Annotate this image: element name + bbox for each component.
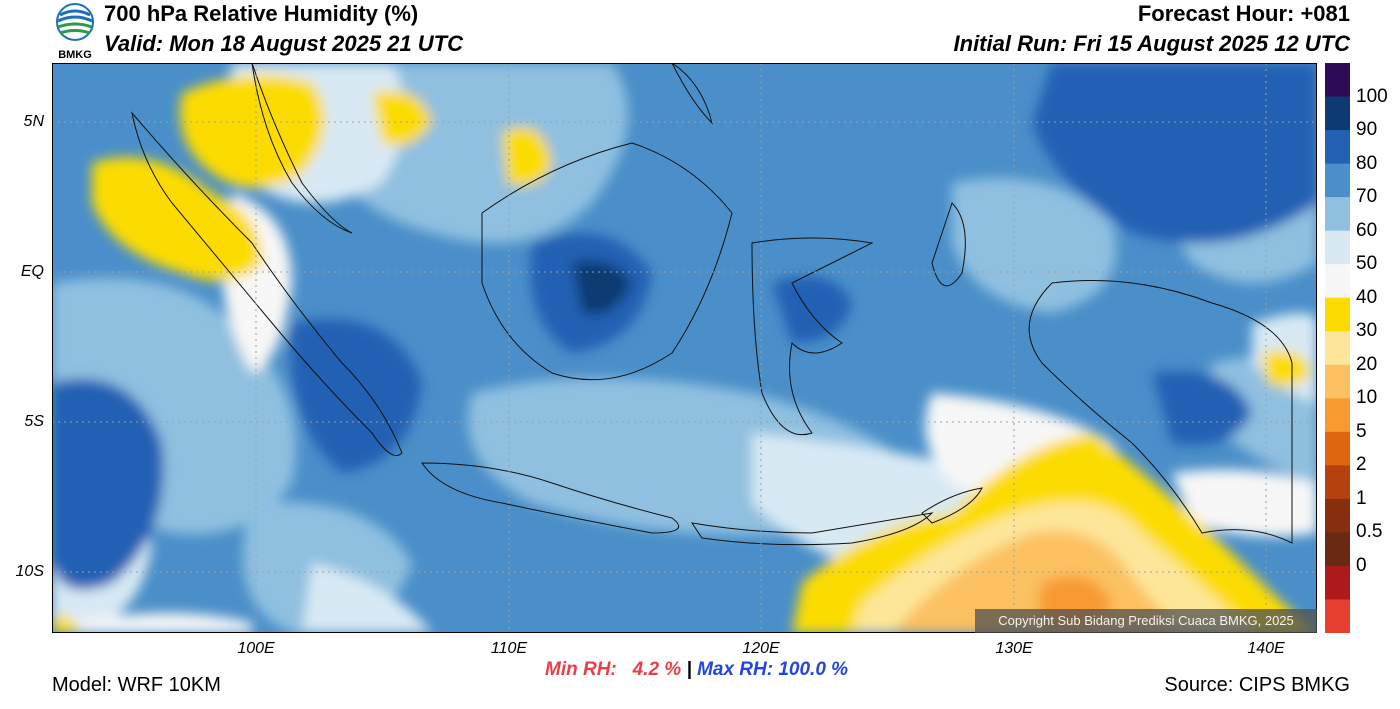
colorbar-segment — [1325, 398, 1350, 433]
colorbar-tick-label: 60 — [1356, 219, 1378, 241]
lat-label-5s: 5S — [24, 413, 44, 430]
valid-time: Valid: Mon 18 August 2025 21 UTC — [104, 31, 464, 56]
lon-label-130e: 130E — [995, 640, 1033, 657]
colorbar-tick-label: 70 — [1356, 186, 1378, 208]
lat-label-5n: 5N — [23, 113, 44, 130]
colorbar-segment — [1325, 599, 1350, 633]
field-yellow — [372, 91, 432, 146]
coastline-sulawesi — [751, 237, 874, 435]
colorbar-tick-label: 1 — [1356, 487, 1367, 509]
colorbar-tick-label: 40 — [1356, 286, 1378, 308]
colorbar-tick-label: 10 — [1356, 387, 1378, 409]
field-yellow — [502, 127, 552, 186]
min-rh: Min RH: 4.2 % — [545, 659, 682, 680]
copyright-notice: Copyright Sub Bidang Prediksi Cuaca BMKG… — [975, 609, 1317, 633]
field-dark-blue — [52, 379, 164, 590]
lat-label-eq: EQ — [20, 263, 44, 280]
colorbar-tick-label: 90 — [1356, 119, 1378, 141]
field-yellow — [92, 157, 262, 281]
colorbar-tick-label: 80 — [1356, 152, 1378, 174]
coastline-borneo — [481, 142, 733, 381]
colorbar — [1325, 63, 1350, 633]
colorbar-tick-label: 2 — [1356, 454, 1367, 476]
field-dark-blue — [1032, 63, 1317, 243]
field-white — [72, 613, 252, 633]
colorbar-tick-label: 50 — [1356, 253, 1378, 275]
colorbar-segment — [1325, 96, 1350, 131]
colorbar-segment — [1325, 331, 1350, 366]
coastline-papua — [1028, 280, 1293, 544]
logo-text: BMKG — [58, 49, 92, 60]
coastline-malay-peninsula — [251, 63, 353, 234]
colorbar-segment — [1325, 297, 1350, 332]
colorbar-tick-label: 20 — [1356, 353, 1378, 375]
colorbar-segment — [1325, 230, 1350, 265]
field-white — [1172, 469, 1317, 537]
coastline-java — [421, 462, 680, 534]
coastline-philippines — [671, 63, 713, 125]
field-yellow — [1262, 350, 1312, 387]
field-dark-blue — [1152, 371, 1252, 445]
colorbar-tick-label: 100 — [1356, 85, 1388, 107]
humidity-map — [52, 63, 1317, 633]
colorbar-tick-label: 0 — [1356, 554, 1367, 576]
coastlines — [131, 63, 1293, 546]
lat-label-10s: 10S — [15, 563, 44, 580]
lon-label-110e: 110E — [490, 640, 528, 657]
field-light-blue — [952, 178, 1116, 313]
coastline-timor — [921, 487, 983, 524]
colorbar-segment — [1325, 565, 1350, 600]
initial-run: Initial Run: Fri 15 August 2025 12 UTC — [953, 31, 1350, 56]
map-frame — [52, 63, 1317, 633]
field-dark-blue — [290, 319, 422, 473]
coastline-nusa-tenggara — [690, 512, 934, 546]
colorbar-tick-label: 0.5 — [1356, 521, 1383, 543]
model-label: Model: WRF 10KM — [52, 674, 221, 696]
colorbar-segment — [1325, 498, 1350, 533]
colorbar-segment — [1325, 465, 1350, 500]
forecast-hour: Forecast Hour: +081 — [1137, 1, 1350, 26]
stats-separator: | — [681, 659, 698, 680]
field-yellow — [180, 75, 325, 188]
colorbar-segment — [1325, 163, 1350, 198]
colorbar-segment — [1325, 431, 1350, 466]
colorbar-segment — [1325, 264, 1350, 299]
lon-label-120e: 120E — [742, 640, 780, 657]
field-yellow — [52, 615, 82, 633]
lon-label-100e: 100E — [237, 640, 275, 657]
colorbar-tick-label: 30 — [1356, 320, 1378, 342]
colorbar-segment — [1325, 197, 1350, 232]
colorbar-segment — [1325, 364, 1350, 399]
field-dark-blue — [772, 276, 852, 343]
lon-label-140e: 140E — [1247, 640, 1285, 657]
coastline-halmahera — [931, 202, 966, 287]
map-title: 700 hPa Relative Humidity (%) — [104, 1, 419, 26]
max-rh: Max RH: 100.0 % — [697, 659, 849, 680]
bmkg-logo: BMKG — [56, 3, 94, 60]
colorbar-segment — [1325, 63, 1350, 98]
coastline-sumatra — [131, 111, 403, 456]
field-dark-blue — [572, 260, 632, 315]
rh-stats: Min RH: 4.2 % | Max RH: 100.0 % — [545, 659, 848, 681]
colorbar-tick-label: 5 — [1356, 420, 1367, 442]
field-pale — [302, 563, 432, 633]
source-label: Source: CIPS BMKG — [1164, 674, 1350, 696]
colorbar-segment — [1325, 130, 1350, 165]
colorbar-segment — [1325, 532, 1350, 567]
graticule — [52, 63, 1317, 633]
